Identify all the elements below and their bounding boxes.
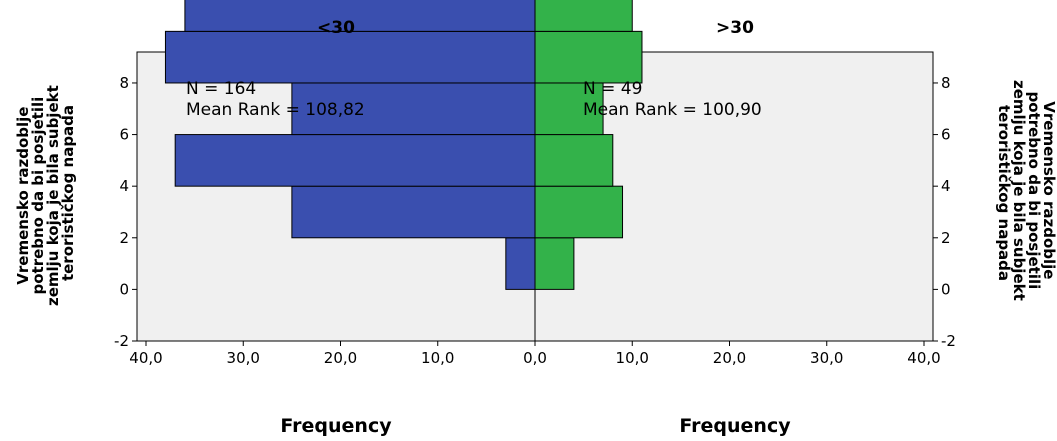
left-y-tick-label-5: 8 <box>119 74 129 92</box>
left-x-axis-title: Frequency <box>280 415 392 437</box>
right-y-tick-label-2: 2 <box>941 229 951 247</box>
left-y-axis-title-line-2: potrebno da bi posjetili <box>29 97 47 295</box>
right-y-axis-title-line-4: terorističkog napada <box>995 105 1013 281</box>
x-tick-label-6: 20,0 <box>713 349 746 367</box>
left-bar-2 <box>174 134 536 187</box>
x-tick-label-5: 10,0 <box>616 349 649 367</box>
right-bar-0 <box>534 237 575 290</box>
x-tick-label-4: 0,0 <box>523 349 547 367</box>
left-group-title: <30 <box>317 18 355 38</box>
left-y-axis-title-line-3: zemlju koja je bila subjekt <box>44 85 62 306</box>
left-mean-rank-label: Mean Rank = 108,82 <box>186 100 365 120</box>
right-y-tick-label-5: 8 <box>941 74 951 92</box>
right-y-tick-label-1: 0 <box>941 280 951 298</box>
right-bar-1 <box>534 185 624 239</box>
left-bar-1 <box>291 185 536 239</box>
right-bars <box>534 0 643 290</box>
left-bar-4 <box>164 30 536 84</box>
left-bar-3 <box>291 82 536 136</box>
left-y-axis-title-line-4: terorističkog napada <box>59 105 77 281</box>
x-tick-label-0: 40,0 <box>129 349 162 367</box>
right-y-ticks: -2 0 2 4 6 8 <box>933 74 956 350</box>
left-n-label: N = 164 <box>186 79 256 99</box>
right-group-title: >30 <box>716 18 754 38</box>
x-tick-label-8: 40,0 <box>907 349 940 367</box>
left-y-tick-label-1: 0 <box>119 280 129 298</box>
x-tick-label-3: 10,0 <box>421 349 454 367</box>
right-y-axis-title-line-2: potrebno da bi posjetili <box>1025 91 1043 289</box>
right-bar-2 <box>534 134 614 187</box>
left-y-tick-label-0: -2 <box>114 332 129 350</box>
right-y-tick-label-4: 6 <box>941 126 951 144</box>
x-ticks: 40,0 30,0 20,0 10,0 0,0 10,0 20,0 30,0 40,0 <box>129 341 941 367</box>
right-y-axis-title-line-3: zemlju koja je bila subjekt <box>1010 80 1028 301</box>
right-y-tick-label-3: 4 <box>941 177 951 195</box>
right-n-label: N = 49 <box>583 79 642 99</box>
right-bar-4 <box>534 30 643 84</box>
left-bar-0 <box>505 237 536 290</box>
left-y-ticks: -2 0 2 4 6 8 <box>114 74 137 350</box>
x-tick-label-1: 30,0 <box>227 349 260 367</box>
right-bar-5 <box>534 0 633 32</box>
left-y-axis-title: Vremensko razdoblje potrebno da bi posje… <box>14 80 77 306</box>
right-mean-rank-label: Mean Rank = 100,90 <box>583 100 762 120</box>
left-bars <box>164 0 536 290</box>
left-bar-5 <box>184 0 536 32</box>
right-y-axis-title: Vremensko razdoblje potrebno da bi posje… <box>995 80 1057 306</box>
right-y-tick-label-0: -2 <box>941 332 956 350</box>
left-y-tick-label-2: 2 <box>119 229 129 247</box>
left-y-axis-title-line-1: Vremensko razdoblje <box>14 107 32 285</box>
x-tick-label-2: 20,0 <box>324 349 357 367</box>
x-tick-label-7: 30,0 <box>810 349 843 367</box>
right-x-axis-title: Frequency <box>679 415 791 437</box>
left-y-tick-label-3: 4 <box>119 177 129 195</box>
left-y-tick-label-4: 6 <box>119 126 129 144</box>
right-y-axis-title-line-1: Vremensko razdoblje <box>1040 101 1057 279</box>
